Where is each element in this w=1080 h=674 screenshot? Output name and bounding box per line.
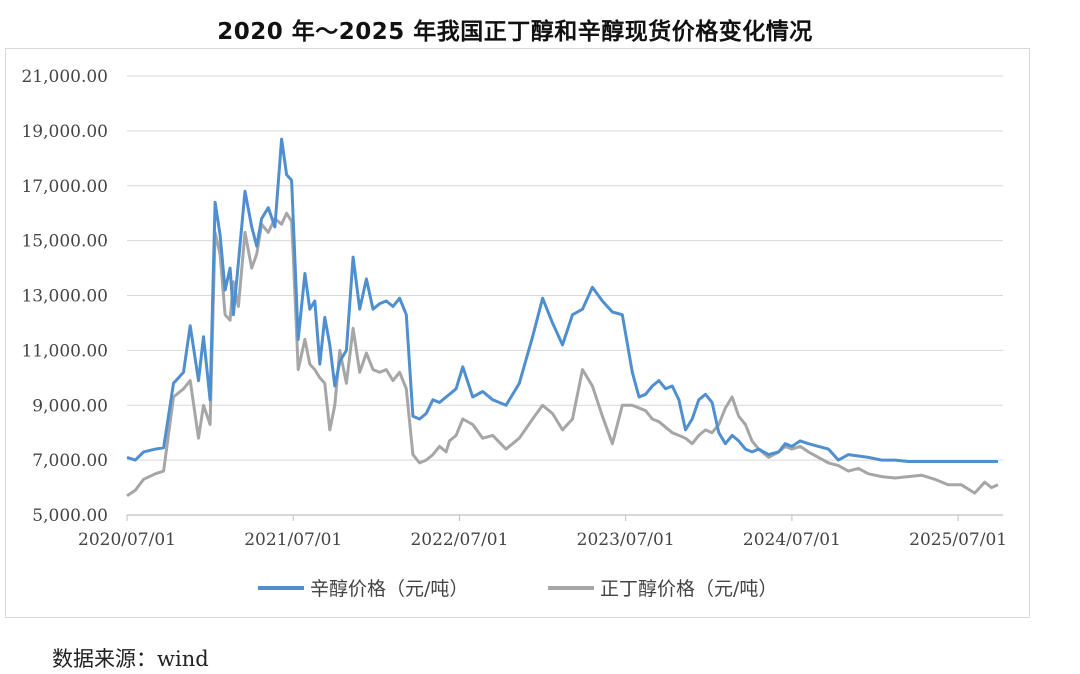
y-tick-label: 21,000.00 [21, 67, 108, 87]
y-tick-label: 15,000.00 [21, 232, 108, 252]
x-axis [126, 514, 1003, 521]
y-tick-label: 17,000.00 [21, 177, 108, 197]
chart-frame [5, 48, 1030, 618]
grid-lines [127, 75, 1003, 461]
y-tick-label: 9,000.00 [32, 396, 108, 416]
x-tick-label: 2023/07/01 [577, 530, 675, 550]
x-tick-label: 2024/07/01 [743, 530, 841, 550]
series-lines [126, 137, 999, 498]
chart-title: 2020 年～2025 年我国正丁醇和辛醇现货价格变化情况 [217, 19, 813, 45]
series-line-1 [126, 211, 999, 498]
y-tick-label: 19,000.00 [21, 122, 108, 142]
legend: 辛醇价格（元/吨） 正丁醇价格（元/吨） [258, 578, 777, 600]
x-axis-tick-labels: 2020/07/01 2021/07/01 2022/07/01 2023/07/01… [78, 530, 1007, 550]
y-axis-tick-labels: 5,000.00 7,000.00 9,000.00 11,000.00 13,000.… [21, 67, 108, 526]
data-source-note: 数据来源：wind [52, 647, 209, 671]
legend-label: 正丁醇价格（元/吨） [600, 578, 777, 600]
y-tick-label: 13,000.00 [21, 287, 108, 307]
x-tick-label: 2025/07/01 [909, 530, 1007, 550]
x-tick-label: 2022/07/01 [410, 530, 508, 550]
y-tick-label: 5,000.00 [32, 506, 108, 526]
y-tick-label: 11,000.00 [21, 341, 108, 361]
y-tick-label: 7,000.00 [32, 451, 108, 471]
x-tick-label: 2021/07/01 [244, 530, 342, 550]
series-line-0 [126, 137, 998, 463]
x-tick-label: 2020/07/01 [78, 530, 176, 550]
legend-label: 辛醇价格（元/吨） [310, 578, 468, 600]
